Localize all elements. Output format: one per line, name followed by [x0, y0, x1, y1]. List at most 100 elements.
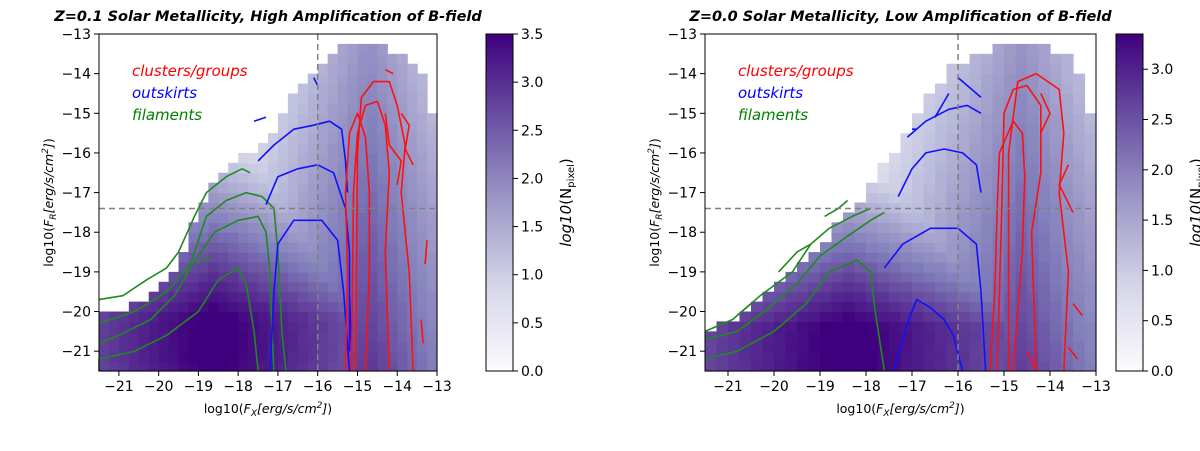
- heatmap-cell: [843, 291, 856, 303]
- heatmap-cell: [407, 291, 418, 303]
- heatmap-cell: [866, 341, 879, 352]
- heatmap-cell: [866, 271, 879, 283]
- x-tick-label: −17: [897, 379, 927, 395]
- heatmap-cell: [958, 123, 971, 134]
- heatmap-cell: [287, 311, 299, 323]
- filaments-contour-line: [98, 215, 275, 372]
- heatmap-cell: [1038, 143, 1051, 154]
- heatmap-cell: [307, 261, 319, 273]
- heatmap-cell: [877, 331, 890, 342]
- heatmap-cell: [946, 311, 959, 323]
- heatmap-cell: [118, 361, 130, 372]
- heatmap-cell: [900, 162, 913, 174]
- heatmap-cell: [268, 162, 279, 174]
- heatmap-cell: [337, 93, 349, 104]
- heatmap-cell: [248, 172, 259, 184]
- heatmap-cell: [327, 212, 339, 223]
- heatmap-cell: [178, 271, 190, 283]
- outskirts-contour-line: [253, 116, 267, 122]
- heatmap-cell: [877, 281, 890, 293]
- heatmap-cell: [900, 361, 913, 372]
- heatmap-cell: [716, 331, 729, 342]
- heatmap-cell: [785, 321, 798, 332]
- heatmap-cell: [248, 232, 259, 243]
- clusters-contour-line: [424, 240, 428, 265]
- heatmap-cell: [327, 53, 339, 65]
- legend-filaments: filaments: [738, 106, 808, 124]
- heatmap-cell: [178, 321, 190, 332]
- heatmap-cell: [969, 73, 982, 85]
- y-tick-label: −16: [667, 146, 697, 162]
- heatmap-cell: [417, 103, 428, 114]
- heatmap-cell: [417, 162, 428, 174]
- y-tick-label: −18: [667, 225, 697, 241]
- heatmap-cell: [148, 361, 160, 372]
- x-tick-label: −20: [144, 379, 174, 395]
- heatmap-cell: [317, 83, 329, 95]
- heatmap-cell: [317, 331, 329, 342]
- heatmap-cell: [367, 93, 378, 104]
- heatmap-cell: [307, 301, 319, 313]
- heatmap-cell: [427, 281, 438, 293]
- heatmap-cell: [900, 271, 913, 283]
- heatmap-cell: [367, 222, 378, 233]
- heatmap-cell: [417, 172, 428, 184]
- heatmap-cell: [128, 351, 140, 362]
- x-axis-label: log10(FX[erg/s/cm2]): [836, 401, 964, 419]
- heatmap-cell: [1015, 321, 1028, 332]
- heatmap-cell: [307, 83, 319, 95]
- heatmap-cell: [935, 261, 948, 273]
- heatmap-cell: [1004, 351, 1017, 362]
- heatmap-cell: [367, 271, 378, 283]
- x-tick-label: −16: [303, 379, 333, 395]
- heatmap-cell: [287, 103, 299, 114]
- heatmap-cell: [407, 252, 418, 263]
- heatmap-cell: [287, 261, 299, 273]
- heatmap-cell: [327, 252, 339, 263]
- heatmap-cell: [923, 261, 936, 273]
- heatmap-cell: [387, 133, 398, 144]
- heatmap-cell: [417, 361, 428, 372]
- heatmap-cell: [387, 182, 398, 194]
- heatmap-cell: [377, 43, 388, 55]
- heatmap-cell: [377, 301, 388, 313]
- heatmap-cell: [797, 351, 810, 362]
- heatmap-cell: [1073, 361, 1086, 372]
- heatmap-cell: [820, 351, 833, 362]
- heatmap-cell: [287, 301, 299, 313]
- heatmap-cell: [1015, 301, 1028, 313]
- heatmap-cell: [208, 271, 219, 283]
- heatmap-cell: [1073, 311, 1086, 323]
- heatmap-cell: [427, 123, 438, 134]
- heatmap-cell: [277, 281, 289, 293]
- x-tick-label: −18: [223, 379, 253, 395]
- heatmap-cell: [1061, 133, 1074, 144]
- heatmap-cell: [248, 331, 259, 342]
- heatmap-cell: [178, 252, 190, 263]
- heatmap-cell: [854, 291, 867, 303]
- heatmap-cell: [297, 232, 309, 243]
- heatmap-cell: [992, 63, 1005, 75]
- heatmap-cell: [387, 341, 398, 352]
- heatmap-cell: [248, 281, 259, 293]
- heatmap-cell: [877, 261, 890, 273]
- heatmap-cell: [258, 331, 269, 342]
- heatmap-cell: [297, 222, 309, 233]
- heatmap-cell: [866, 361, 879, 372]
- heatmap-cell: [889, 261, 902, 273]
- heatmap-cell: [969, 143, 982, 154]
- heatmap-cell: [397, 301, 408, 313]
- heatmap-cell: [427, 172, 438, 184]
- heatmap-cell: [831, 341, 844, 352]
- heatmap-cell: [1015, 43, 1028, 55]
- heatmap-cell: [751, 331, 764, 342]
- outskirts-contour-line: [257, 120, 349, 193]
- heatmap-cell: [367, 43, 378, 55]
- heatmap-cell: [198, 271, 209, 283]
- heatmap-cell: [1084, 281, 1097, 293]
- heatmap-cell: [248, 351, 259, 362]
- heatmap-cell: [981, 281, 994, 293]
- heatmap-cell: [1061, 341, 1074, 352]
- heatmap-cell: [1050, 291, 1063, 303]
- heatmap-cell: [218, 361, 229, 372]
